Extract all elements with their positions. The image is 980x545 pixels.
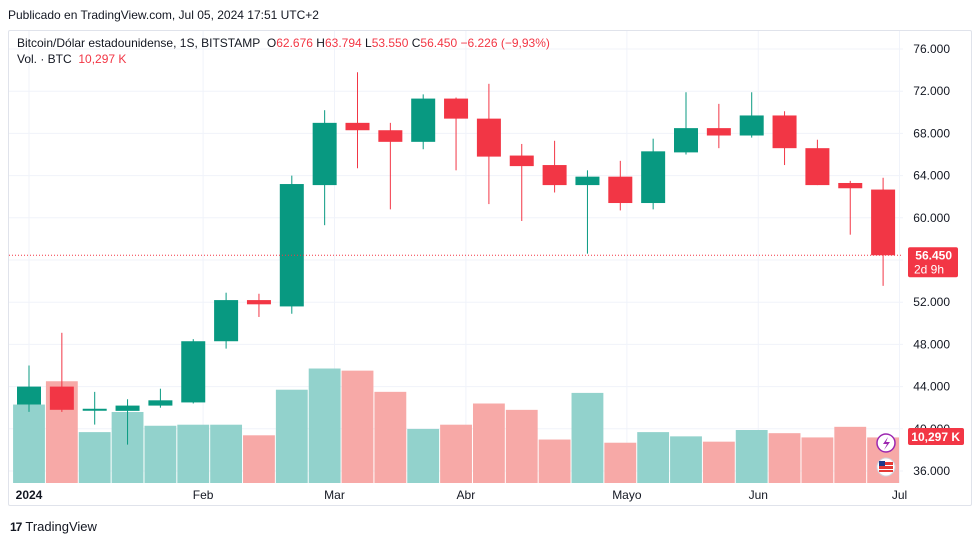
volume-bar	[702, 441, 735, 483]
volume-bar	[670, 436, 702, 483]
candle-body	[246, 300, 271, 305]
volume-bar	[275, 389, 308, 483]
volume-bar	[768, 433, 801, 483]
candle-body	[641, 151, 666, 204]
candle-body	[542, 165, 567, 186]
close-value: 56.450	[420, 36, 458, 50]
volume-bar	[637, 432, 670, 483]
candle-body	[674, 128, 698, 153]
y-tick-label: 72.000	[913, 84, 950, 98]
published-caption: Publicado en TradingView.com, Jul 05, 20…	[8, 8, 319, 22]
close-label: C	[411, 36, 421, 50]
candle-body	[871, 189, 896, 256]
candle-body	[476, 118, 501, 157]
candle-body	[82, 408, 107, 411]
candle-body	[279, 184, 304, 307]
volume-bar	[341, 370, 374, 483]
chart-legend: Bitcoin/Dólar estadounidense, 1S, BITSTA…	[17, 35, 550, 67]
volume-bar	[144, 425, 177, 483]
y-tick-label: 60.000	[913, 211, 950, 225]
high-value: 63.794	[324, 36, 362, 50]
y-tick-label: 48.000	[913, 337, 950, 351]
x-tick-label: Feb	[193, 488, 214, 502]
candle-body	[706, 128, 731, 136]
symbol-description: Bitcoin/Dólar estadounidense, 1S, BITSTA…	[17, 36, 261, 50]
x-tick-label: Jul	[892, 488, 907, 502]
footer-brand[interactable]: 17 TradingView	[10, 519, 97, 534]
volume-bar	[308, 368, 341, 483]
volume-bar	[177, 424, 210, 483]
volume-bar	[834, 426, 867, 483]
volume-bar	[440, 424, 472, 483]
candle-body	[148, 400, 173, 406]
candle-body	[838, 182, 863, 189]
y-tick-label: 36.000	[913, 464, 950, 478]
volume-bar	[571, 392, 604, 483]
candle-body	[411, 98, 436, 142]
volume-marker	[908, 428, 964, 445]
volume-bar	[735, 430, 768, 483]
candle-body	[181, 341, 206, 403]
volume-bar	[243, 435, 275, 483]
chart-frame	[8, 30, 972, 506]
volume-bar	[210, 424, 243, 483]
candle-body	[575, 176, 600, 186]
volume-bar	[505, 409, 538, 483]
candle-body	[444, 98, 469, 119]
price-marker-value: 56.450	[915, 248, 952, 262]
candle-body	[345, 122, 370, 131]
tradingview-logo-icon: 17	[10, 519, 22, 534]
flag-stripe	[879, 470, 893, 472]
lightning-glyph	[883, 437, 890, 450]
candle-body	[17, 386, 41, 405]
candle-body	[115, 405, 140, 411]
volume-label: Vol. · BTC	[17, 52, 72, 66]
y-tick-label: 68.000	[913, 126, 950, 140]
y-tick-label: 64.000	[913, 169, 950, 183]
volume-bar	[78, 432, 111, 483]
price-marker-countdown: 2d 9h	[914, 262, 944, 276]
low-label: L	[365, 36, 372, 50]
candle-body	[214, 300, 239, 342]
candle-body	[739, 115, 764, 136]
flag-canton	[879, 461, 885, 466]
volume-bar	[604, 442, 637, 483]
candle-body	[49, 386, 74, 410]
x-tick-label: Jun	[749, 488, 768, 502]
volume-bar	[374, 391, 407, 483]
x-tick-label: Abr	[457, 488, 476, 502]
volume-row: Vol. · BTC 10,297 K	[17, 51, 550, 67]
candle-body	[772, 115, 797, 149]
candle-body	[312, 122, 337, 186]
x-tick-label: Mayo	[612, 488, 642, 502]
x-tick-label: Mar	[324, 488, 345, 502]
flag-stripe	[879, 466, 893, 469]
brand-name: TradingView	[25, 519, 97, 534]
open-value: 62.676	[276, 36, 313, 50]
volume-value: 10,297 K	[78, 52, 127, 66]
flag-stripe	[879, 462, 893, 465]
open-label: O	[266, 36, 277, 50]
high-label: H	[316, 36, 325, 50]
low-value: 53.550	[371, 36, 409, 50]
candle-body	[509, 155, 534, 167]
volume-bar	[13, 404, 45, 483]
volume-bar	[472, 403, 505, 483]
volume-bar	[801, 437, 834, 483]
y-tick-label: 76.000	[913, 42, 950, 56]
y-tick-label: 44.000	[913, 380, 950, 394]
volume-marker-value: 10,297 K	[911, 430, 960, 444]
y-tick-label: 52.000	[913, 295, 950, 309]
price-marker	[908, 247, 958, 278]
volume-bar	[407, 428, 440, 483]
x-tick-label: 2024	[16, 488, 43, 502]
candle-body	[608, 176, 633, 204]
volume-bar	[538, 439, 571, 483]
ohlc-row: Bitcoin/Dólar estadounidense, 1S, BITSTA…	[17, 35, 550, 51]
candle-body	[805, 148, 830, 186]
change-value: −6.226 (−9,93%)	[460, 36, 550, 50]
candle-body	[378, 130, 403, 142]
